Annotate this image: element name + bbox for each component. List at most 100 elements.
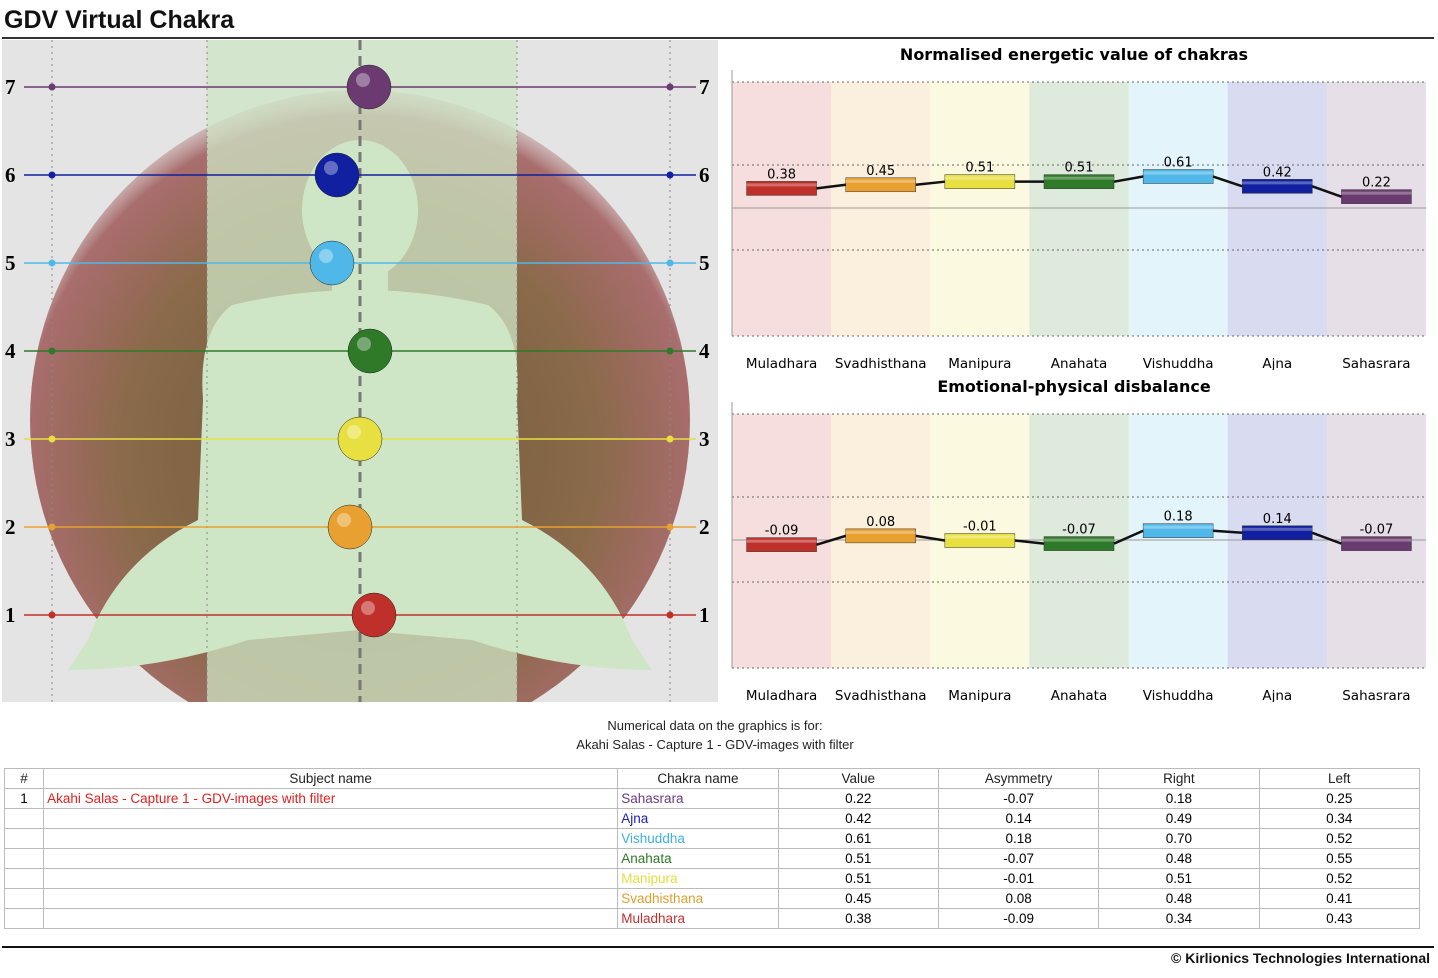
chart-title: Normalised energetic value of chakras: [900, 45, 1248, 64]
note-line-2: Akahi Salas - Capture 1 - GDV-images wit…: [576, 737, 854, 752]
bar-highlight: [1242, 527, 1313, 531]
column-band: [732, 82, 832, 336]
cell-asym: -0.01: [937, 868, 1100, 889]
disbalance-chart: Emotional-physical disbalance -0.09 Muladh…: [731, 377, 1426, 702]
chakra-ball-highlight: [361, 601, 375, 615]
cell-asym: -0.07: [937, 848, 1100, 869]
level-label-right: 5: [699, 251, 710, 275]
level-marker: [666, 259, 674, 267]
cell-right: 0.49: [1098, 808, 1260, 829]
col-asymmetry: Asymmetry: [937, 768, 1100, 789]
level-marker: [666, 347, 674, 355]
chakra-ball: [314, 152, 360, 198]
col-right: Right: [1098, 768, 1260, 789]
category-label: Manipura: [948, 688, 1011, 702]
cell-subject: [43, 848, 619, 869]
cell-value: 0.61: [777, 828, 939, 849]
table-header-row: # Subject name Chakra name Value Asymmet…: [3, 768, 1421, 789]
column-band: [1227, 414, 1327, 668]
level-marker: [666, 523, 674, 531]
cell-right: 0.34: [1098, 908, 1260, 929]
cell-right: 0.48: [1098, 848, 1260, 869]
level-marker: [48, 83, 56, 91]
cell-right: 0.70: [1098, 828, 1260, 849]
data-label: -0.07: [1360, 523, 1394, 538]
data-label: 0.42: [1263, 165, 1292, 180]
level-marker: [48, 523, 56, 531]
chakra-ball-highlight: [357, 337, 371, 351]
table-row: 1 Akahi Salas - Capture 1 - GDV-images wi…: [3, 788, 1421, 809]
page-title: GDV Virtual Chakra: [4, 6, 235, 34]
col-chakra: Chakra name: [617, 768, 779, 789]
col-value: Value: [777, 768, 939, 789]
level-marker: [666, 171, 674, 179]
col-subject: Subject name: [43, 768, 619, 789]
connector-line: [1311, 185, 1342, 198]
category-label: Svadhisthana: [835, 688, 927, 702]
bar-highlight: [944, 176, 1015, 180]
level-label-left: 6: [5, 163, 16, 187]
level-label-left: 5: [5, 251, 16, 275]
data-label: 0.61: [1164, 156, 1193, 171]
chakra-ball: [346, 64, 392, 110]
cell-value: 0.22: [777, 788, 939, 809]
footer-divider: [2, 946, 1434, 948]
column-band: [831, 82, 931, 336]
category-label: Sahasrara: [1342, 688, 1410, 702]
level-marker: [48, 259, 56, 267]
level-label-right: 3: [699, 427, 710, 451]
category-label: Ajna: [1262, 688, 1292, 702]
chakra-ball-highlight: [319, 249, 333, 263]
chakra-ball: [347, 328, 393, 374]
data-label: 0.45: [866, 164, 895, 179]
energetic-value-chart: Normalised energetic value of chakras 0.3…: [731, 45, 1426, 370]
bar-highlight: [845, 179, 916, 183]
cell-left: 0.52: [1258, 868, 1421, 889]
category-label: Svadhisthana: [835, 356, 927, 370]
chakra-ball: [351, 592, 397, 638]
cell-asym: -0.07: [937, 788, 1100, 809]
cell-chakra: Muladhara: [617, 908, 779, 929]
level-label-right: 4: [699, 339, 710, 363]
column-band: [1326, 82, 1426, 336]
table-row: Vishuddha 0.61 0.18 0.70 0.52: [3, 828, 1421, 849]
level-label-left: 2: [5, 515, 16, 539]
cell-asym: 0.08: [937, 888, 1100, 909]
column-band: [930, 82, 1030, 336]
title-divider: [2, 37, 1434, 39]
data-label: 0.22: [1362, 176, 1391, 191]
cell-right: 0.48: [1098, 888, 1260, 909]
connector-line: [1213, 529, 1243, 535]
cell-left: 0.43: [1258, 908, 1421, 929]
bar: [746, 181, 817, 196]
cell-right: 0.18: [1098, 788, 1260, 809]
level-label-left: 7: [5, 75, 16, 99]
cell-subject: [43, 888, 619, 909]
bar-highlight: [845, 530, 916, 534]
chakra-ball-highlight: [356, 73, 370, 87]
data-label: -0.09: [765, 524, 799, 539]
connector-line: [1113, 529, 1144, 545]
level-label-left: 1: [5, 603, 16, 627]
cell-value: 0.51: [777, 848, 939, 869]
level-marker: [666, 435, 674, 443]
grid-lines: [51, 40, 671, 702]
category-label: Vishuddha: [1143, 688, 1214, 702]
cell-subject: Akahi Salas - Capture 1 - GDV-images wit…: [43, 788, 619, 809]
cell-subject: [43, 808, 619, 829]
connector-line: [816, 183, 846, 190]
cell-chakra: Anahata: [617, 848, 779, 869]
cell-value: 0.38: [777, 908, 939, 929]
category-label: Vishuddha: [1143, 356, 1214, 370]
level-label-right: 6: [699, 163, 710, 187]
connector-line: [1014, 539, 1045, 545]
connector-line: [1212, 175, 1243, 188]
cell-num: [3, 828, 45, 849]
level-label-right: 2: [699, 515, 710, 539]
cell-chakra: Vishuddha: [617, 828, 779, 849]
cell-num: [3, 908, 45, 929]
bar-highlight: [1044, 538, 1114, 542]
connector-line: [1113, 175, 1144, 183]
table-row: Ajna 0.42 0.14 0.49 0.34: [3, 808, 1421, 829]
copyright: © Kirlionics Technologies International: [1171, 950, 1430, 966]
